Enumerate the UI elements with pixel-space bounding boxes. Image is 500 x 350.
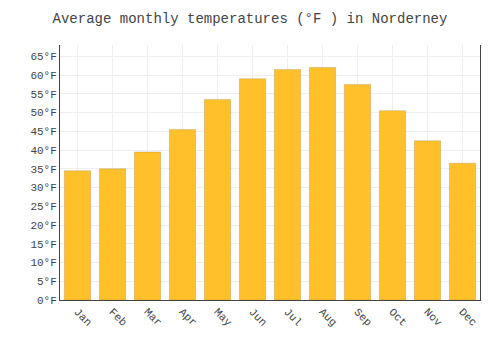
- svg-text:Sep: Sep: [351, 306, 373, 328]
- svg-text:5°F: 5°F: [37, 276, 57, 288]
- svg-text:Dec: Dec: [456, 306, 478, 328]
- svg-text:45°F: 45°F: [30, 126, 56, 138]
- svg-text:May: May: [211, 306, 234, 329]
- svg-text:Feb: Feb: [106, 306, 128, 328]
- svg-text:Apr: Apr: [176, 306, 198, 328]
- svg-text:Nov: Nov: [421, 306, 444, 329]
- svg-text:30°F: 30°F: [30, 182, 56, 194]
- svg-text:55°F: 55°F: [30, 89, 56, 101]
- svg-text:Mar: Mar: [141, 306, 163, 328]
- svg-text:Oct: Oct: [386, 306, 408, 328]
- svg-text:35°F: 35°F: [30, 164, 56, 176]
- svg-text:65°F: 65°F: [30, 51, 56, 63]
- svg-text:20°F: 20°F: [30, 220, 56, 232]
- svg-text:10°F: 10°F: [30, 257, 56, 269]
- svg-text:50°F: 50°F: [30, 107, 56, 119]
- svg-text:Jun: Jun: [246, 306, 268, 328]
- svg-text:Jan: Jan: [71, 306, 93, 328]
- svg-text:15°F: 15°F: [30, 239, 56, 251]
- svg-text:Jul: Jul: [281, 306, 303, 328]
- svg-text:40°F: 40°F: [30, 145, 56, 157]
- svg-text:25°F: 25°F: [30, 201, 56, 213]
- svg-text:0°F: 0°F: [37, 295, 57, 307]
- svg-text:Average monthly temperatures (: Average monthly temperatures (°F ) in No…: [53, 11, 448, 27]
- svg-text:60°F: 60°F: [30, 70, 56, 82]
- svg-text:Aug: Aug: [316, 306, 338, 328]
